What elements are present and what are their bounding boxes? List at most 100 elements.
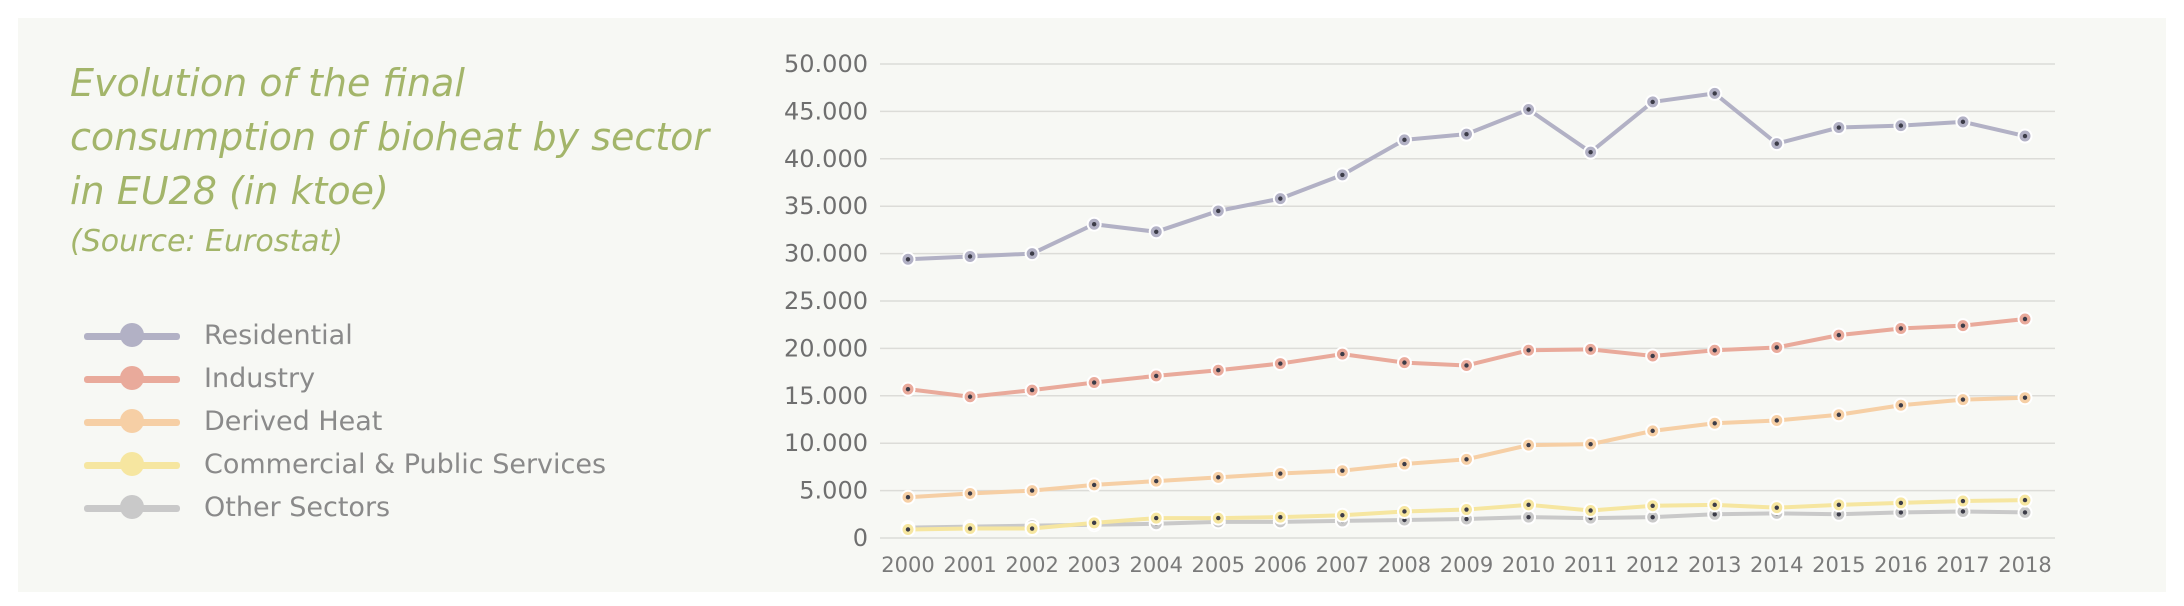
y-tick-label: 0 [853, 524, 868, 552]
data-point-center [1712, 502, 1717, 508]
legend-swatch [84, 494, 180, 521]
y-tick-label: 40.000 [784, 145, 868, 173]
x-tick-label: 2005 [1192, 553, 1245, 577]
data-point-center [967, 394, 973, 399]
data-point-center [1278, 196, 1283, 201]
legend-label: Commercial & Public Services [204, 449, 607, 480]
data-point-center [1712, 512, 1717, 517]
legend-item-commercial-public: Commercial & Public Services [84, 443, 606, 486]
data-point-center [905, 257, 911, 262]
data-point-center [1588, 508, 1593, 513]
data-point-center [1091, 482, 1097, 488]
data-point-center [1340, 172, 1345, 178]
data-point-center [2022, 510, 2028, 515]
data-point-center [1712, 348, 1717, 353]
data-point-center [1464, 457, 1469, 462]
legend-item-industry: Industry [84, 357, 606, 400]
data-point-center [1340, 468, 1345, 473]
data-point-center [1650, 503, 1655, 508]
data-point-center [1650, 514, 1655, 520]
data-point-center [967, 526, 973, 531]
legend-swatch [84, 365, 180, 392]
x-tick-label: 2006 [1254, 553, 1307, 577]
data-point-center [905, 386, 911, 392]
y-tick-label: 35.000 [784, 192, 868, 220]
data-point-center [1774, 345, 1779, 350]
chart-title: Evolution of the final consumption of bi… [70, 61, 710, 213]
data-point-center [1836, 512, 1842, 517]
series-line [907, 91, 2026, 262]
data-point-center [1836, 412, 1842, 417]
data-point-center [1464, 363, 1469, 368]
y-tick-label: 10.000 [784, 429, 868, 457]
data-point-center [2022, 395, 2028, 400]
legend-label: Residential [204, 320, 353, 351]
legend-swatch [84, 451, 180, 478]
data-point-center [1898, 500, 1904, 506]
data-point-center [1154, 373, 1159, 379]
data-point-center [1836, 125, 1842, 130]
data-point-center [1836, 502, 1842, 508]
data-point-center [1464, 507, 1469, 512]
x-tick-label: 2012 [1626, 553, 1679, 577]
data-point-center [1340, 513, 1345, 518]
x-tick-label: 2015 [1812, 553, 1865, 577]
data-point-center [1216, 475, 1221, 480]
data-point-center [1712, 91, 1717, 96]
x-tick-label: 2001 [943, 553, 996, 577]
data-point-center [1278, 471, 1283, 476]
x-tick-label: 2008 [1378, 553, 1431, 577]
data-point-center [1154, 229, 1159, 234]
y-tick-label: 30.000 [784, 240, 868, 268]
legend: Residential Industry Derived Heat Commer… [84, 314, 606, 529]
data-point-center [2022, 497, 2028, 503]
legend-label: Industry [204, 363, 316, 394]
data-point-center [1712, 421, 1717, 426]
data-point-center [1402, 137, 1407, 143]
x-tick-label: 2014 [1750, 553, 1803, 577]
data-point-center [1836, 332, 1842, 338]
legend-swatch [84, 408, 180, 435]
data-point-center [1091, 380, 1097, 385]
data-point-center [1402, 517, 1407, 523]
data-point-center [1402, 509, 1407, 514]
data-point-center [1029, 387, 1035, 393]
series-line [907, 317, 2026, 399]
data-point-center [1774, 141, 1779, 146]
data-point-center [1960, 498, 1966, 504]
data-point-center [1091, 222, 1097, 227]
legend-item-residential: Residential [84, 314, 606, 357]
x-tick-label: 2003 [1067, 553, 1120, 577]
data-point-center [1960, 119, 1966, 125]
series-line [907, 395, 2026, 500]
data-point-center [1402, 461, 1407, 467]
data-point-center [1029, 488, 1035, 493]
data-point-center [1960, 397, 1966, 402]
data-point-center [1526, 514, 1531, 520]
data-point-center [1898, 403, 1904, 408]
legend-swatch [84, 322, 180, 349]
data-point-center [1588, 149, 1593, 155]
data-point-center [1029, 526, 1035, 531]
data-point-center [1091, 520, 1097, 526]
data-point-center [1216, 208, 1221, 214]
x-tick-label: 2002 [1005, 553, 1058, 577]
data-point-center [1216, 515, 1221, 521]
chart-source: (Source: Eurostat) [70, 224, 343, 259]
x-tick-label: 2000 [881, 553, 934, 577]
y-tick-label: 15.000 [784, 382, 868, 410]
data-point-center [1464, 131, 1469, 137]
data-point-center [1774, 505, 1779, 510]
legend-item-other-sectors: Other Sectors [84, 486, 606, 529]
x-tick-label: 2007 [1316, 553, 1369, 577]
data-point-center [1898, 123, 1904, 128]
data-point-center [1029, 251, 1035, 256]
chart-panel [18, 18, 2166, 592]
data-point-center [1402, 360, 1407, 365]
data-point-center [1588, 347, 1593, 352]
data-point-center [1526, 442, 1531, 448]
y-tick-label: 45.000 [784, 97, 868, 125]
data-point-center [1526, 348, 1531, 353]
x-tick-label: 2009 [1440, 553, 1493, 577]
